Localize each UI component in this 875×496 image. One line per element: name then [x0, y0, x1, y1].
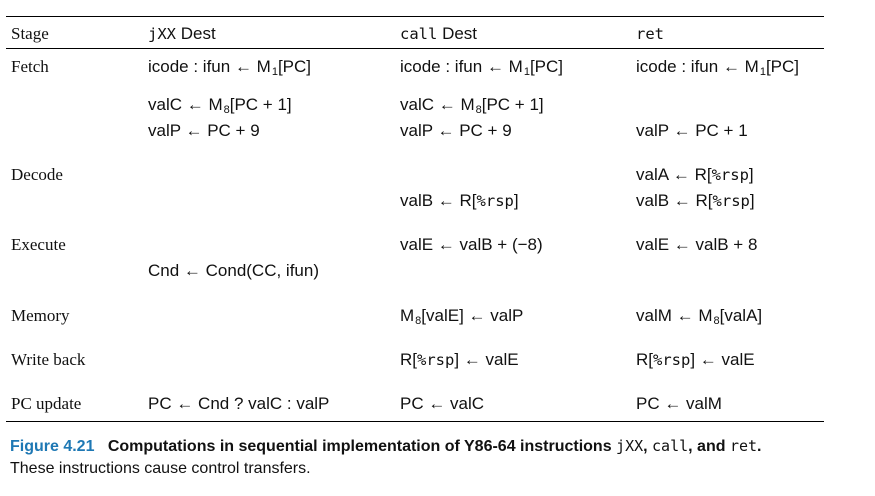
cell-fetch-ret-1: icode : ifun ← M1[PC] [636, 57, 800, 78]
table-top-rule [6, 16, 824, 17]
table-bottom-rule [6, 421, 824, 422]
stage-memory: Memory [11, 306, 70, 325]
cell-writeback-ret: R[%rsp] ← valE [636, 350, 755, 369]
cell-memory-ret: valM ← M8[valA] [636, 306, 763, 327]
header-jxx: jXX Dest [148, 23, 216, 45]
caption-title: Computations in sequential implementatio… [107, 437, 762, 455]
header-call-code: call [400, 25, 438, 43]
cell-pcupdate-call: PC ← valC [400, 394, 485, 413]
cell-writeback-call: R[%rsp] ← valE [400, 350, 519, 369]
header-call: call Dest [400, 23, 477, 45]
table-header-rule [6, 48, 824, 49]
stage-pcupdate: PC update [11, 394, 82, 413]
cell-fetch-ret-3: valP ← PC + 1 [636, 121, 748, 140]
caption-title-line: Figure 4.21 Computations in sequential i… [10, 435, 870, 458]
stage-writeback: Write back [11, 350, 86, 369]
cell-fetch-call-1: icode : ifun ← M1[PC] [400, 57, 564, 78]
cell-pcupdate-jxx: PC ← Cnd ? valC : valP [148, 394, 330, 413]
header-jxx-code: jXX [148, 25, 176, 43]
cell-execute-ret-1: valE ← valB + 8 [636, 235, 758, 254]
stage-decode: Decode [11, 165, 63, 184]
caption-label: Figure 4.21 [10, 438, 95, 455]
header-call-rest: Dest [442, 24, 478, 43]
cell-fetch-jxx-3: valP ← PC + 9 [148, 121, 260, 140]
cell-decode-call-2: valB ← R[%rsp] [400, 191, 519, 210]
caption-body: These instructions cause control transfe… [10, 460, 311, 477]
cell-execute-jxx-2: Cnd ← Cond(CC, ifun) [148, 261, 320, 280]
cell-execute-call-1: valE ← valB + (−8) [400, 235, 543, 254]
cell-fetch-jxx-1: icode : ifun ← M1[PC] [148, 57, 312, 78]
cell-pcupdate-ret: PC ← valM [636, 394, 722, 413]
cell-decode-ret-2: valB ← R[%rsp] [636, 191, 755, 210]
header-ret-code: ret [636, 25, 664, 43]
cell-fetch-jxx-2: valC ← M8[PC + 1] [148, 95, 292, 116]
cell-fetch-call-2: valC ← M8[PC + 1] [400, 95, 544, 116]
header-ret: ret [636, 23, 664, 45]
figure-caption: Figure 4.21 Computations in sequential i… [10, 435, 870, 480]
cell-fetch-call-3: valP ← PC + 9 [400, 121, 512, 140]
cell-decode-ret-1: valA ← R[%rsp] [636, 165, 754, 184]
header-stage: Stage [11, 24, 49, 43]
cell-memory-call: M8[valE] ← valP [400, 306, 524, 327]
header-jxx-rest: Dest [180, 24, 216, 43]
stage-fetch: Fetch [11, 57, 49, 76]
stage-execute: Execute [11, 235, 66, 254]
